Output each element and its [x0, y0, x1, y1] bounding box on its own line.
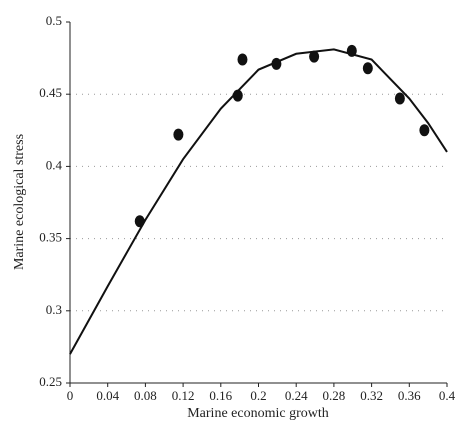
- data-point: [419, 124, 430, 137]
- y-axis-title: Marine ecological stress: [12, 134, 27, 270]
- y-tick-label: 0.25: [39, 374, 62, 389]
- x-tick-label: 0.08: [134, 388, 157, 403]
- data-point: [346, 44, 357, 57]
- y-tick-label: 0.5: [46, 13, 62, 28]
- x-tick-label: 0.12: [172, 388, 195, 403]
- x-tick-label: 0.4: [439, 388, 456, 403]
- x-tick-label: 0.36: [398, 388, 421, 403]
- y-tick-label: 0.3: [46, 302, 62, 317]
- x-tick-label: 0.32: [360, 388, 383, 403]
- fit-curve: [69, 48, 448, 355]
- x-tick-label: 0: [67, 388, 74, 403]
- y-tick-label: 0.45: [39, 85, 62, 100]
- data-point: [134, 215, 145, 228]
- y-tick-label: 0.35: [39, 230, 62, 245]
- data-point: [394, 92, 405, 105]
- data-point: [362, 62, 373, 75]
- x-tick-label: 0.04: [96, 388, 119, 403]
- x-tick-label: 0.2: [250, 388, 266, 403]
- data-point: [173, 128, 184, 141]
- data-point: [232, 89, 243, 102]
- y-tick-label: 0.4: [46, 157, 63, 172]
- x-tick-label: 0.16: [209, 388, 232, 403]
- data-point: [271, 57, 282, 70]
- x-axis-title: Marine economic growth: [187, 406, 329, 421]
- data-point: [237, 53, 248, 66]
- x-tick-label: 0.24: [285, 388, 308, 403]
- data-point: [309, 50, 320, 63]
- x-tick-label: 0.28: [323, 388, 346, 403]
